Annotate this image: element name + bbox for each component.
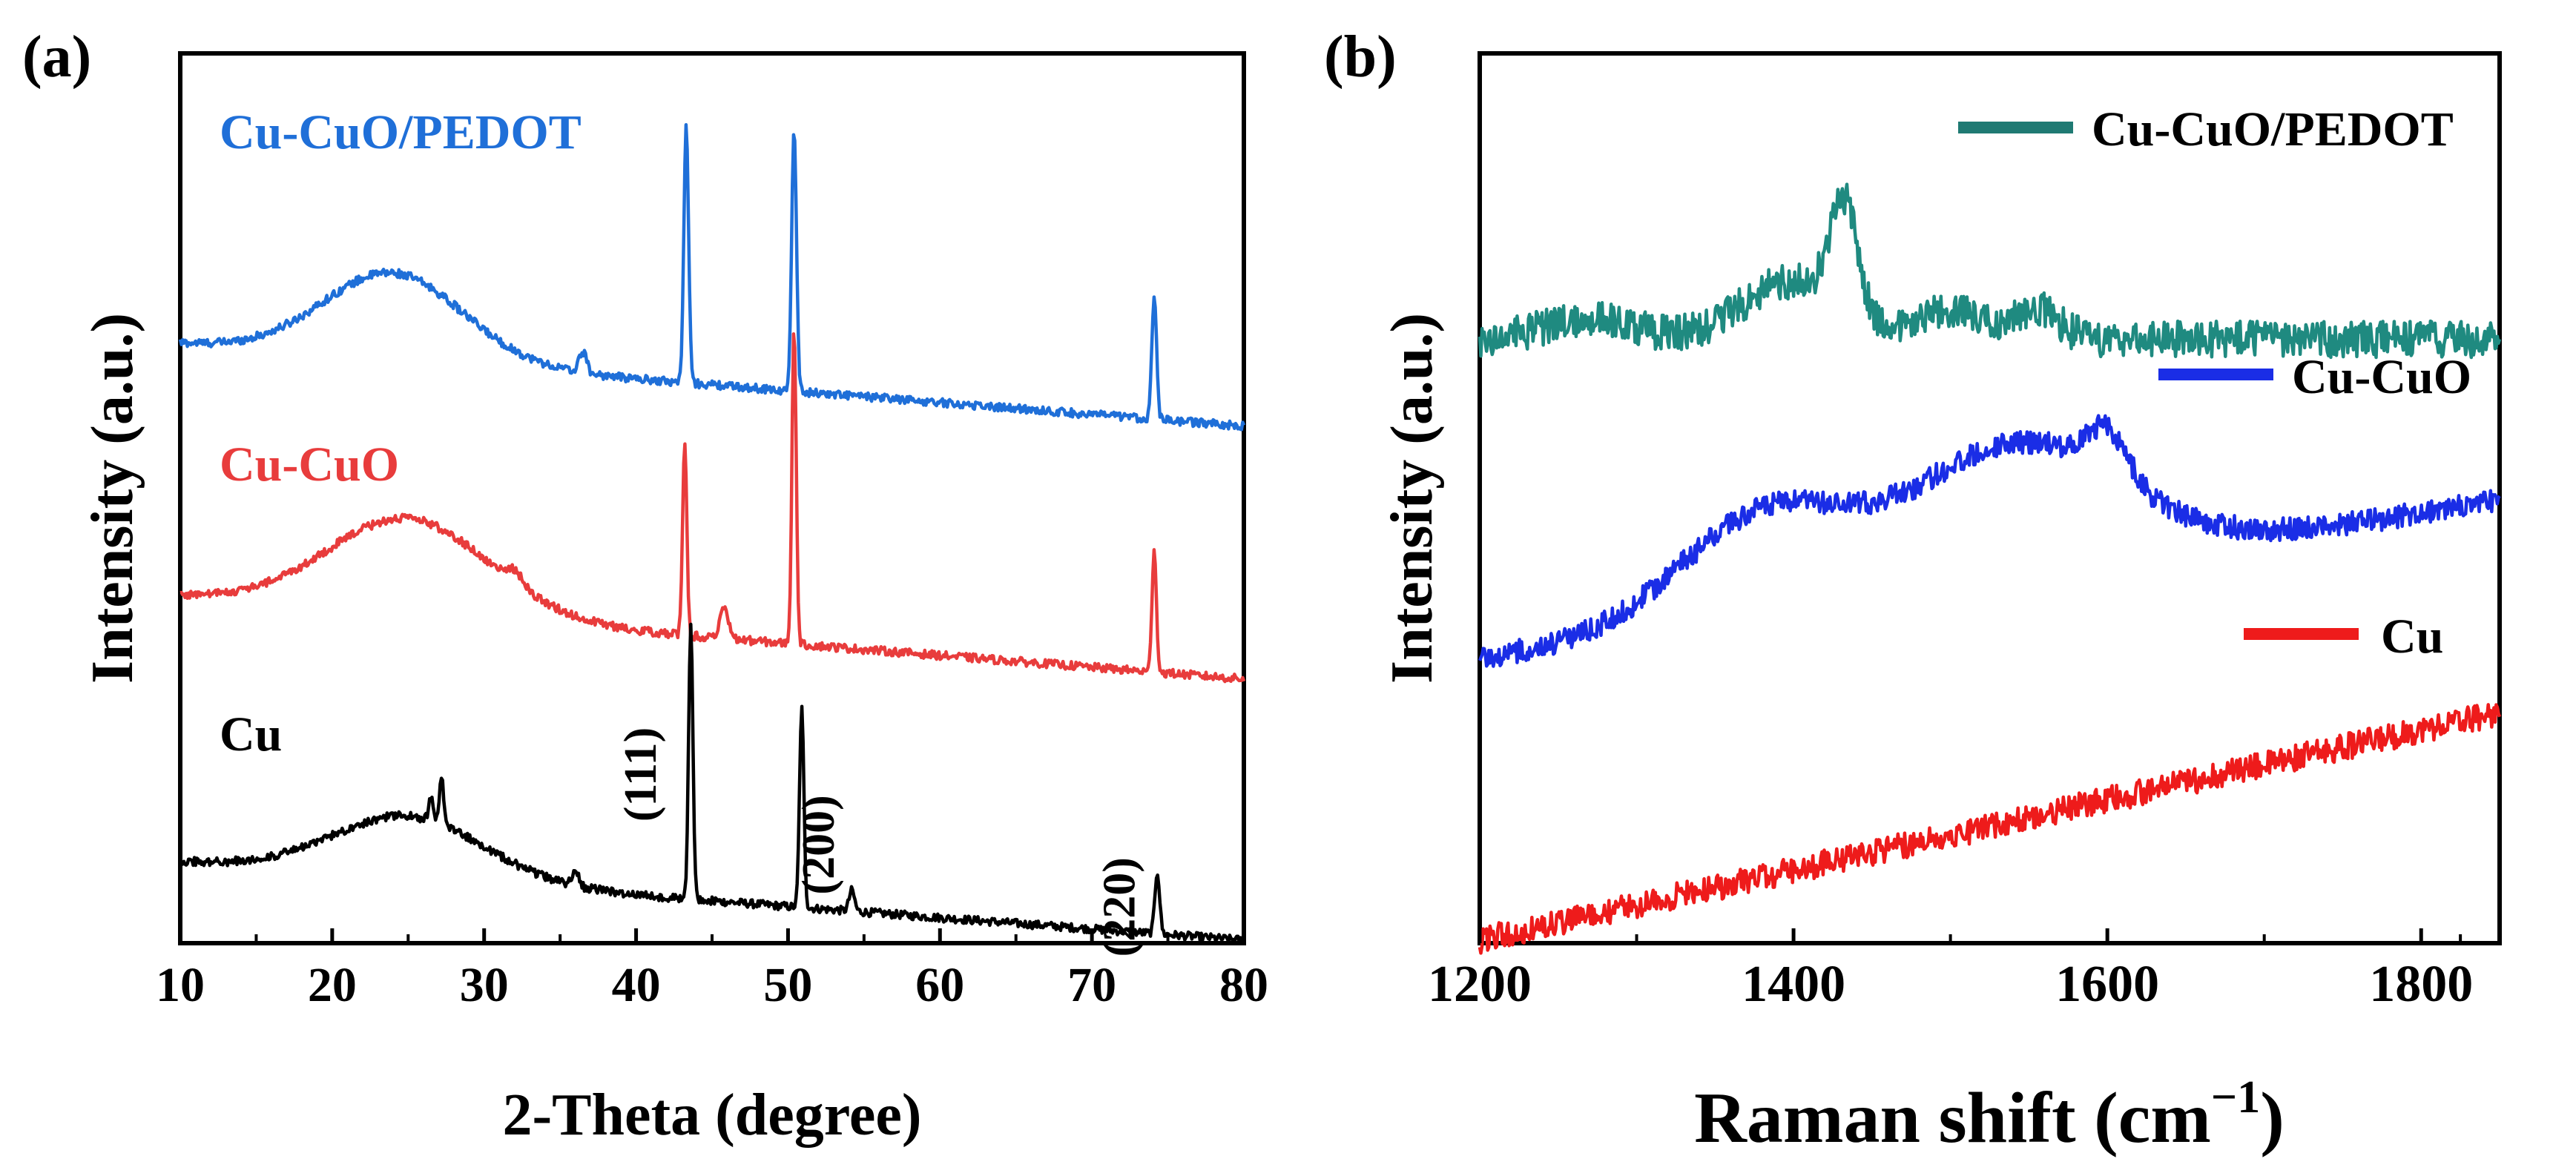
legend-label: Cu-CuO/PEDOT (2092, 102, 2454, 156)
series-line-cu-cuo (1478, 414, 2501, 668)
panel-a-plot-frame (178, 51, 1246, 945)
panel-b-y-axis-label: Intensity (a.u.) (1380, 313, 1445, 684)
panel-b-series-group (1478, 182, 2502, 955)
series-line-cu (178, 622, 1245, 946)
panel-a-xrd: (a) 10 20 30 40 50 60 70 80 Cu-CuO/PEDOT Cu-CuO… (22, 24, 1268, 1148)
series-line-cu-cuo-pedot (178, 123, 1246, 432)
panel-b-x-ticks: 1200 1400 1600 1800 (1428, 928, 2473, 1013)
x-tick-label: 10 (156, 958, 205, 1012)
x-tick-label: 50 (763, 958, 812, 1012)
panel-b-x-axis-label: Raman shift (cm−1) (1694, 1072, 2285, 1158)
series-line-cu (1478, 703, 2502, 955)
panel-a-peak-annotations: (111) (200) (220) (616, 727, 1144, 957)
panel-a-x-axis-label: 2-Theta (degree) (503, 1083, 922, 1148)
x-tick-label: 60 (915, 958, 964, 1012)
panel-b-raman: (b) 1200 1400 1600 1800 Cu-CuO/PEDOTCu-CuOC… (1324, 24, 2502, 1158)
series-line-cu-cuo (179, 332, 1246, 684)
panel-b-label: (b) (1324, 24, 1397, 90)
x-tick-label: 80 (1219, 958, 1268, 1012)
x-tick-label: 1800 (2369, 956, 2473, 1013)
x-tick-label: 40 (612, 958, 661, 1012)
legend-label: Cu (2381, 610, 2443, 664)
x-tick-label: 30 (460, 958, 509, 1012)
panel-a-label: (a) (22, 24, 91, 90)
x-tick-label: 1600 (2055, 956, 2159, 1013)
panel-a-series-group (178, 123, 1246, 946)
peak-annotation: (200) (794, 795, 844, 894)
panel-a-y-axis-label: Intensity (a.u.) (80, 313, 145, 684)
x-tick-label: 1400 (1742, 956, 1845, 1013)
legend-a-cu-cuo: Cu-CuO (220, 437, 399, 492)
legend-a-cu: Cu (220, 707, 282, 762)
legend-label: Cu-CuO (2292, 350, 2471, 404)
x-tick-label: 70 (1067, 958, 1116, 1012)
series-line-cu-cuo-pedot (1478, 182, 2502, 360)
panel-b-plot-frame (1478, 51, 2502, 945)
x-tick-label: 20 (308, 958, 357, 1012)
peak-annotation: (111) (616, 727, 666, 822)
x-tick-label: 1200 (1428, 956, 1532, 1013)
panel-a-x-ticks: 10 20 30 40 50 60 70 80 (156, 928, 1268, 1012)
panel-b-legend: Cu-CuO/PEDOT Cu-CuO Cu (1958, 102, 2471, 664)
legend-a-cu-cuo-pedot: Cu-CuO/PEDOT (220, 105, 582, 159)
peak-annotation: (220) (1095, 857, 1145, 957)
